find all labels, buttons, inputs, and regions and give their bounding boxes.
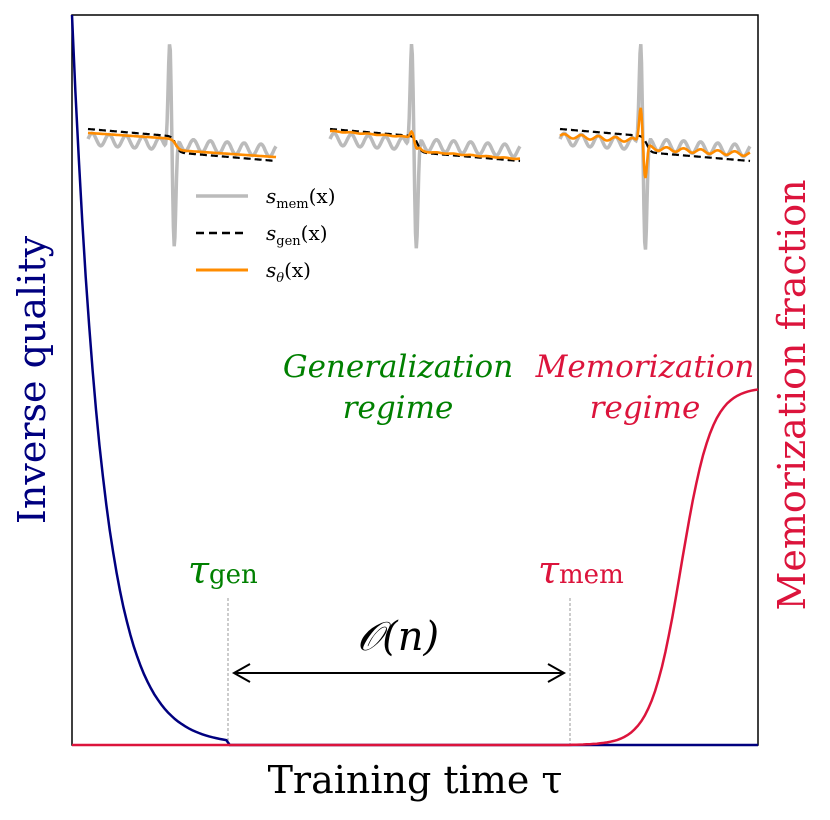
y-axis-label-left: Inverse quality	[10, 235, 54, 524]
interval-arrow-left-head	[231, 663, 251, 683]
legend-label-theta: sθ(x)	[266, 258, 311, 286]
x-axis-label: Training time τ	[268, 758, 563, 802]
inset-s-gen-curve-1	[87, 127, 277, 163]
mem-regime-label-line2: regime	[590, 390, 701, 426]
inset-s-gen-curve-3	[559, 127, 751, 163]
inset-score-functions	[86, 43, 752, 250]
memorization-fraction-curve	[72, 388, 759, 747]
inset-s-mem-curve-3	[558, 44, 752, 250]
inset-s-theta-curve-1	[87, 131, 277, 159]
gen-regime-label-line1: Generalization	[283, 349, 513, 385]
mem-regime-label-line1: Memorization	[535, 349, 755, 385]
inset-s-theta-curve-2	[330, 129, 520, 161]
inset-s-mem-curve-1	[86, 44, 278, 247]
tau-gen-label: τgen	[188, 548, 258, 592]
y-axis-label-right: Memorization fraction	[770, 179, 814, 610]
legend-label-mem: smem(x)	[266, 184, 336, 212]
inset-legend: smem(x) sgen(x) sθ(x)	[196, 184, 336, 286]
inset-s-theta-curve-3	[559, 107, 751, 179]
gen-regime-label-line2: regime	[343, 390, 454, 426]
tau-mem-label: τmem	[538, 548, 624, 592]
interval-label: 𝒪(n)	[357, 614, 439, 660]
inset-s-mem-curve-2	[328, 43, 522, 249]
interval-arrow-right-head	[547, 663, 567, 683]
legend-label-gen: sgen(x)	[266, 221, 328, 249]
